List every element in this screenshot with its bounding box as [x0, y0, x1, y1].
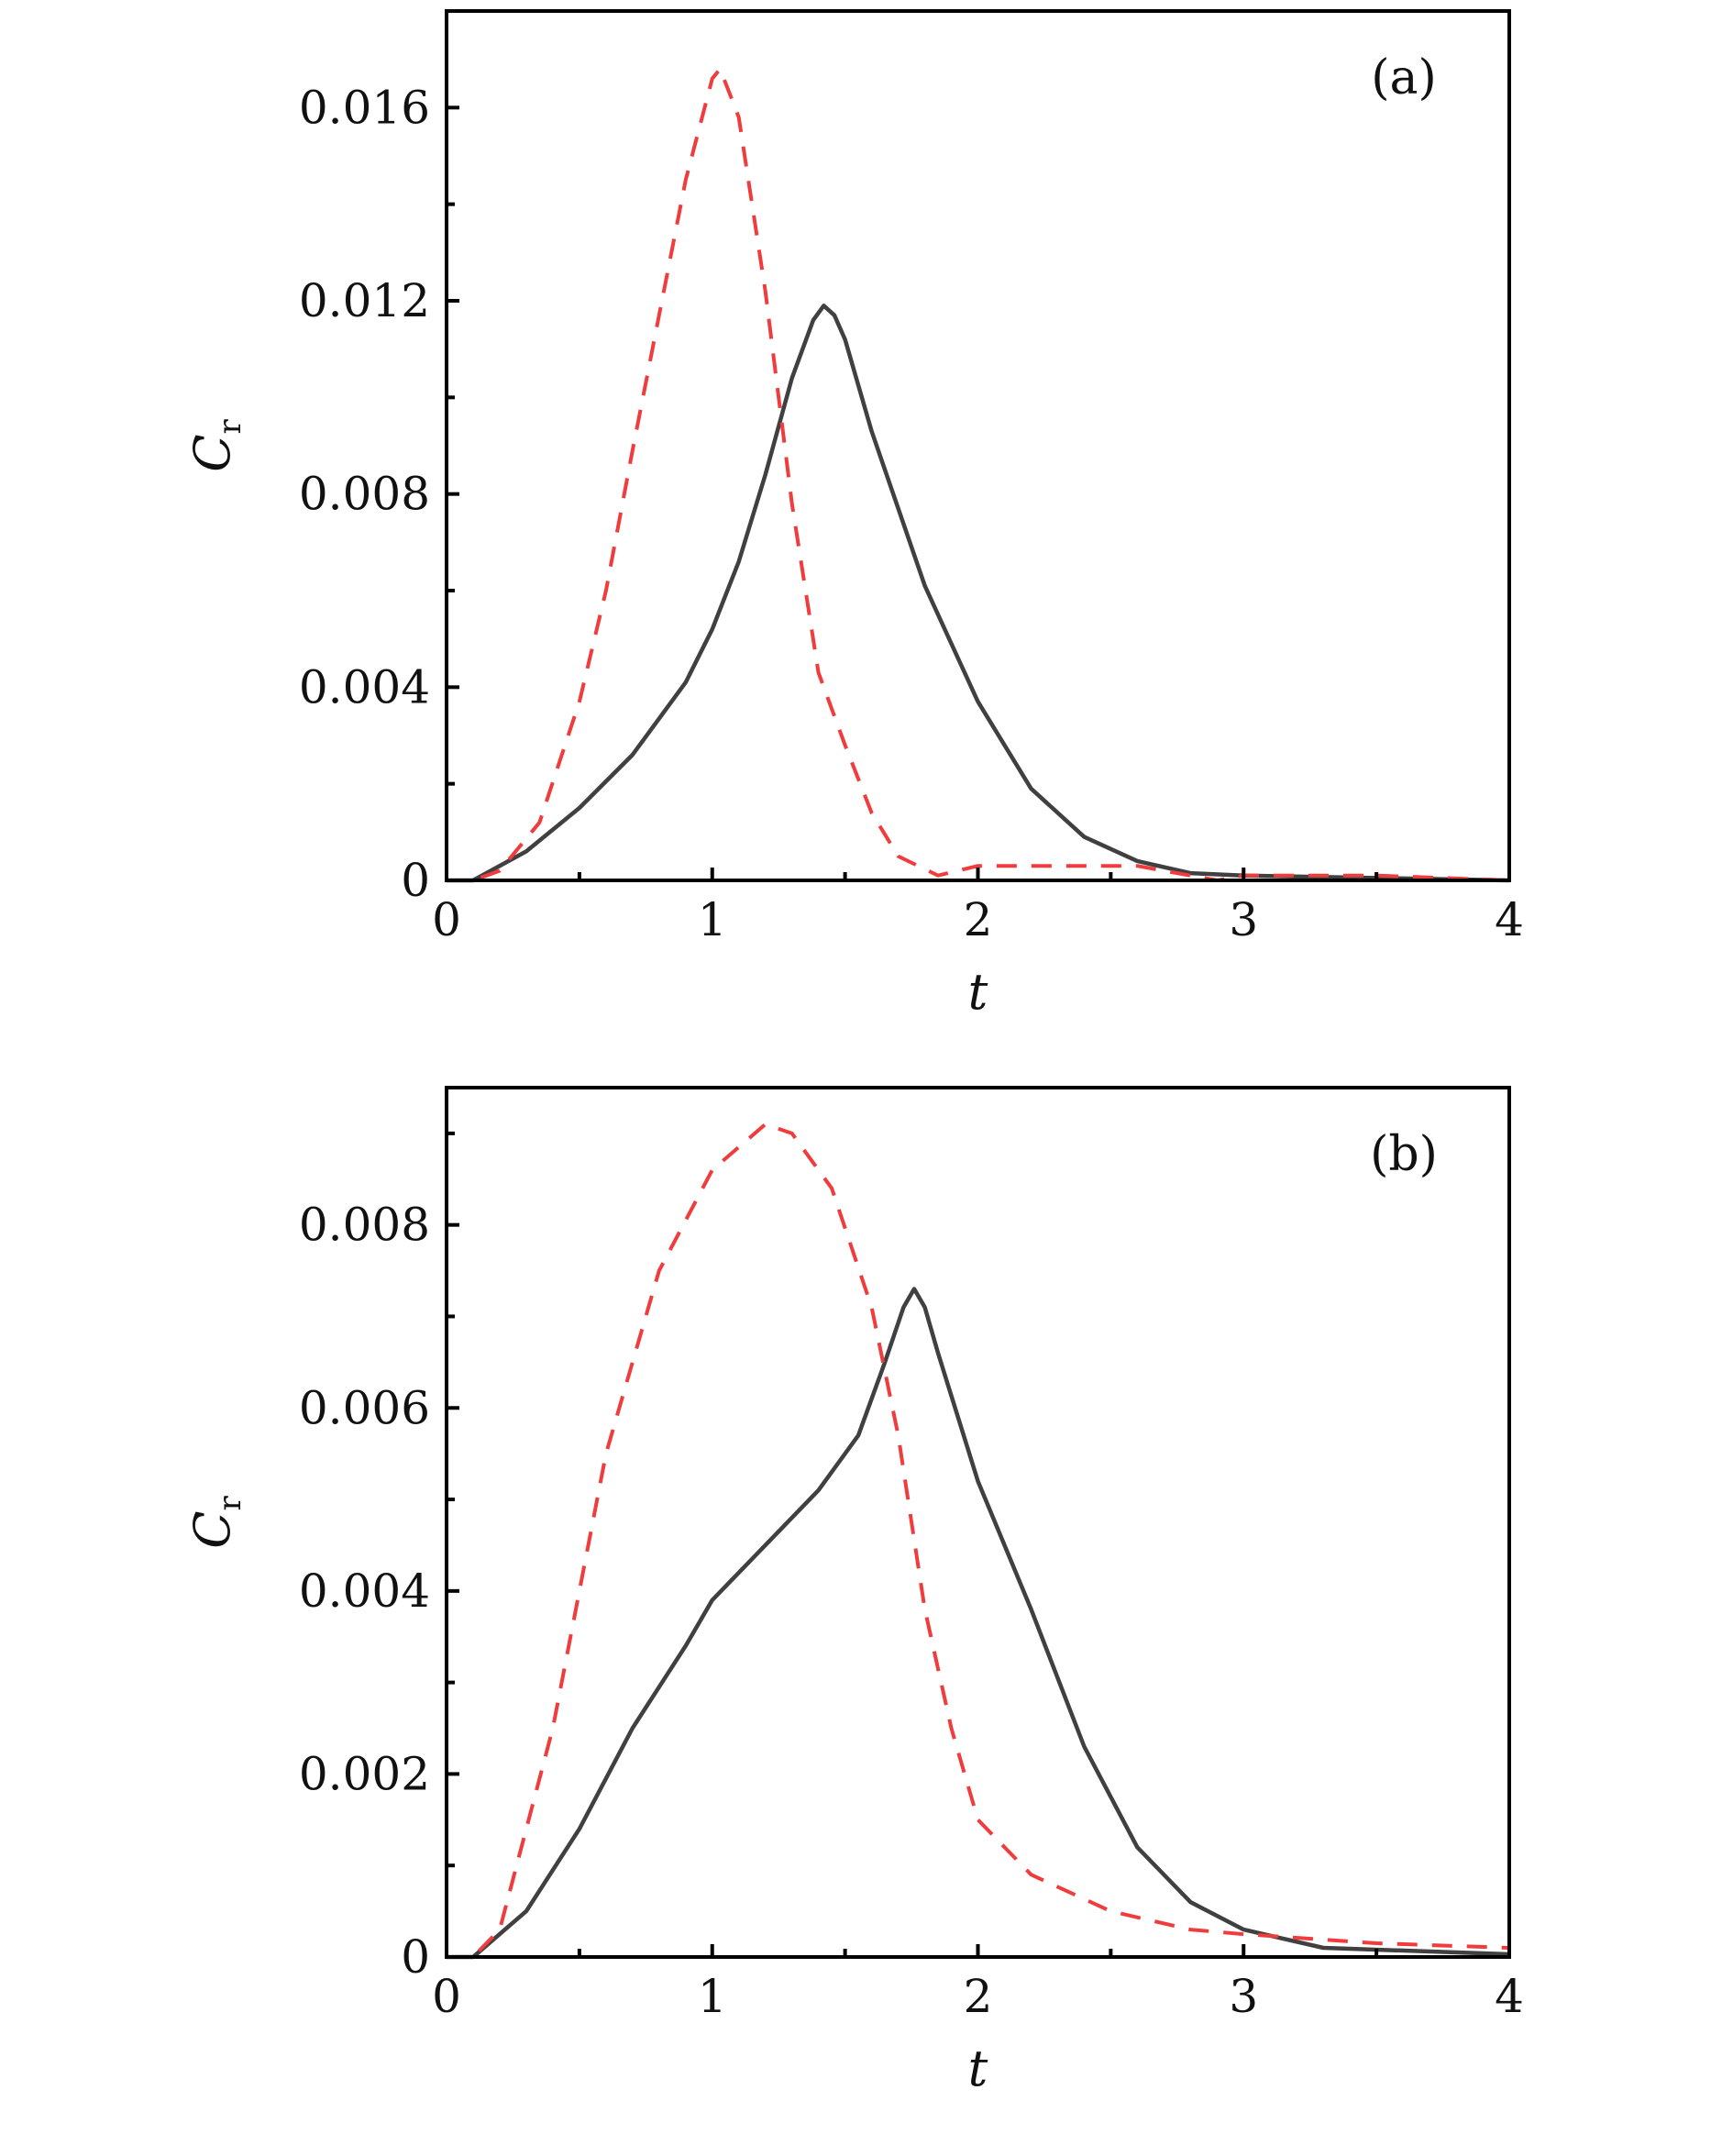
- y-tick-label: 0: [401, 854, 430, 907]
- y-axis-label-main: C: [183, 434, 241, 471]
- y-tick-label: 0.008: [299, 1199, 430, 1252]
- x-axis-label: t: [968, 2040, 988, 2097]
- panel-b: 0 1 2 3 4 0 0.002 0.004 0.006 0.008 t Cr (b): [183, 1086, 1524, 2097]
- y-tick-label: 0.012: [299, 274, 430, 327]
- y-axis-label-subscript: r: [212, 418, 248, 434]
- series-dashed-red: [447, 67, 1510, 882]
- x-tick-label: 4: [1495, 893, 1524, 946]
- panel-label: (b): [1370, 1127, 1438, 1182]
- y-tick-label: 0.016: [299, 81, 430, 134]
- y-axis-label-subscript: r: [212, 1495, 248, 1510]
- series-dashed-red: [447, 1122, 1510, 1959]
- axes-frame: [445, 9, 1511, 882]
- y-tick-label: 0.004: [299, 660, 430, 713]
- x-tick-label: 3: [1229, 893, 1258, 946]
- y-tick-label: 0.004: [299, 1564, 430, 1618]
- y-axis-label: Cr: [183, 418, 248, 471]
- y-tick-label: 0: [401, 1930, 430, 1984]
- y-tick-label: 0.006: [299, 1381, 430, 1434]
- x-axis-label: t: [968, 963, 988, 1021]
- y-tick-label: 0.008: [299, 468, 430, 521]
- x-tick-label: 2: [964, 893, 993, 946]
- x-tick-label: 2: [964, 1970, 993, 2023]
- y-axis-label-main: C: [183, 1510, 241, 1548]
- x-tick-label: 0: [432, 1970, 461, 2023]
- panel-label: (a): [1371, 50, 1437, 105]
- series-solid-black: [447, 304, 1510, 883]
- x-tick-label: 1: [698, 893, 727, 946]
- y-tick-label: 0.002: [299, 1747, 430, 1800]
- y-axis-label: Cr: [183, 1495, 248, 1548]
- x-tick-label: 0: [432, 893, 461, 946]
- x-tick-label: 4: [1495, 1970, 1524, 2023]
- x-tick-label: 1: [698, 1970, 727, 2023]
- x-tick-label: 3: [1229, 1970, 1258, 2023]
- series-solid-black: [447, 1287, 1510, 1960]
- axes-frame: [445, 1086, 1511, 1959]
- panel-a: 0 1 2 3 4 0 0.004 0.008 0.012 0.016 t Cr (a): [183, 9, 1524, 1021]
